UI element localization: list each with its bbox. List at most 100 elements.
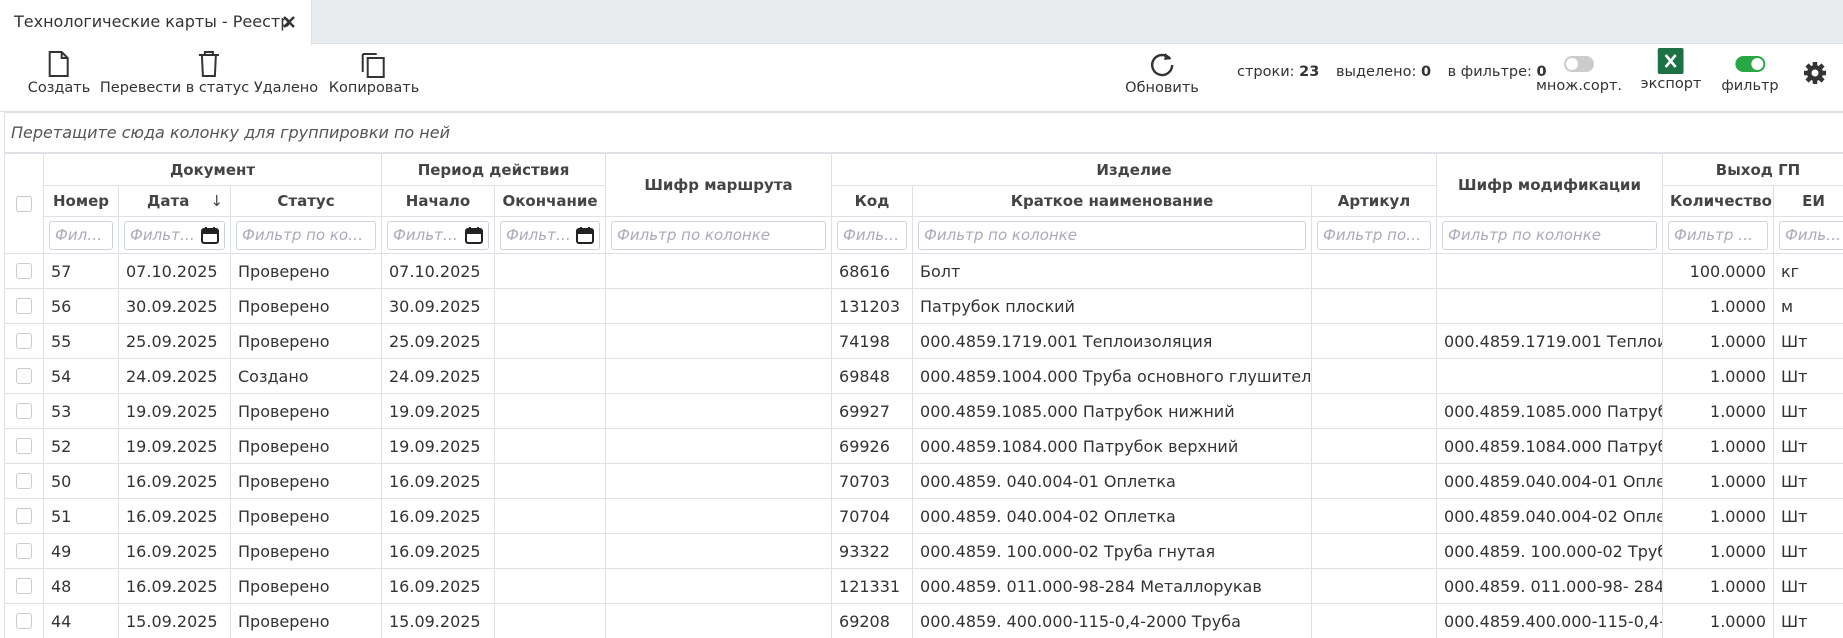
settings-icon[interactable] bbox=[1802, 60, 1828, 86]
cell: 44 bbox=[43, 603, 119, 638]
cell: Шт bbox=[1773, 498, 1843, 534]
filter-input[interactable]: Фильтр по колонке bbox=[1442, 220, 1658, 250]
cell: 000.4859.400.000-115-0,4-2 bbox=[1436, 603, 1664, 638]
cell: 1.0000 bbox=[1662, 393, 1775, 429]
copy-button[interactable]: Копировать bbox=[329, 44, 419, 110]
refresh-button[interactable]: Обновить bbox=[1125, 44, 1199, 110]
filter-input[interactable]: Фильтр по колонке bbox=[1317, 220, 1432, 250]
tab[interactable]: Технологические карты - Реестр bbox=[0, 0, 312, 45]
calendar-icon[interactable] bbox=[576, 226, 595, 244]
column-header[interactable]: Артикул bbox=[1311, 185, 1438, 217]
filter-placeholder: Фильтр по колонке bbox=[1785, 225, 1843, 244]
column-header[interactable]: Количество bbox=[1662, 185, 1775, 217]
icon bbox=[48, 51, 69, 77]
cell bbox=[1436, 253, 1664, 289]
checkbox[interactable] bbox=[16, 195, 32, 212]
row[interactable]: 57 07.10.2025 Проверено 07.10.2025 68616 Болт… bbox=[4, 253, 1843, 289]
select-cell bbox=[4, 253, 44, 289]
cell: 07.10.2025 bbox=[381, 253, 495, 289]
cell: Проверено bbox=[230, 253, 382, 289]
checkbox[interactable] bbox=[16, 578, 32, 594]
cell bbox=[1311, 288, 1438, 324]
checkbox[interactable] bbox=[16, 473, 32, 489]
cell: м bbox=[1773, 288, 1843, 324]
cell bbox=[605, 498, 833, 534]
filter-input[interactable]: Фильтр по колонке bbox=[124, 220, 225, 250]
filter-input[interactable]: Фильтр по колонке bbox=[49, 220, 113, 250]
cell: 74198 bbox=[831, 323, 914, 359]
group-panel: Перетащите сюда колонку для группировки … bbox=[4, 112, 1843, 153]
filter-input[interactable]: Фильтр по колонке bbox=[611, 220, 827, 250]
cell: Шт bbox=[1773, 568, 1843, 604]
cell bbox=[493, 568, 607, 604]
column-header[interactable]: Краткое наименование bbox=[912, 185, 1313, 217]
checkbox[interactable] bbox=[16, 263, 32, 279]
filter-input[interactable]: Фильтр по колонке bbox=[918, 220, 1307, 250]
column-header[interactable]: Окончание bbox=[493, 185, 607, 217]
column-header[interactable]: Номер bbox=[43, 185, 119, 217]
cell: 000.4859. 400.000-115-0,4-2000 Труба bbox=[912, 603, 1313, 638]
filter-toggle[interactable]: фильтр bbox=[1721, 44, 1779, 110]
column-label: ЕИ bbox=[1802, 192, 1825, 210]
cell: 93322 bbox=[831, 533, 914, 569]
cell: 69926 bbox=[831, 428, 914, 464]
cell: 000.4859. 100.000-02 Труба гнутая bbox=[912, 533, 1313, 569]
filter-placeholder: Фильтр по колонке bbox=[242, 225, 370, 244]
multisort-toggle[interactable]: множ.сорт. bbox=[1536, 44, 1622, 110]
column-header[interactable]: ЕИ bbox=[1773, 185, 1843, 217]
row[interactable]: 54 24.09.2025 Создано 24.09.2025 69848 000.48… bbox=[4, 358, 1843, 394]
cell bbox=[1311, 428, 1438, 464]
close-icon[interactable] bbox=[282, 15, 296, 29]
checkbox[interactable] bbox=[16, 298, 32, 314]
filter-input[interactable]: Фильтр по колонке bbox=[837, 220, 908, 250]
export-button[interactable]: экспорт bbox=[1641, 44, 1701, 110]
calendar-icon[interactable] bbox=[201, 226, 219, 244]
row[interactable]: 52 19.09.2025 Проверено 19.09.2025 69926 000.… bbox=[4, 428, 1843, 464]
cell bbox=[493, 288, 607, 324]
row[interactable]: 50 16.09.2025 Проверено 16.09.2025 70703 000.… bbox=[4, 463, 1843, 499]
delete-status-button[interactable]: Перевести в статус Удалено bbox=[100, 44, 318, 110]
row[interactable]: 53 19.09.2025 Проверено 19.09.2025 69927 000.… bbox=[4, 393, 1843, 429]
cell: 15.09.2025 bbox=[118, 603, 231, 638]
checkbox[interactable] bbox=[16, 508, 32, 524]
column-label: Количество bbox=[1670, 192, 1772, 210]
checkbox[interactable] bbox=[16, 613, 32, 629]
column-header[interactable]: Начало bbox=[381, 185, 495, 217]
cell bbox=[1311, 393, 1438, 429]
filter-input[interactable]: Фильтр по колонке bbox=[1779, 220, 1843, 250]
checkbox[interactable] bbox=[16, 438, 32, 454]
cell bbox=[605, 568, 833, 604]
column-header[interactable]: Шифр модификации bbox=[1436, 153, 1664, 217]
create-button[interactable]: Создать bbox=[28, 44, 90, 110]
cell: 48 bbox=[43, 568, 119, 604]
filter-input[interactable]: Фильтр по колонке bbox=[1668, 220, 1769, 250]
select-cell bbox=[4, 393, 44, 429]
checkbox[interactable] bbox=[16, 403, 32, 419]
checkbox[interactable] bbox=[16, 368, 32, 384]
row[interactable]: 44 15.09.2025 Проверено 15.09.2025 69208 000.… bbox=[4, 603, 1843, 638]
filter-input[interactable]: Фильтр по колонке bbox=[500, 220, 601, 250]
filter-placeholder: Фильтр по колонке bbox=[55, 225, 107, 244]
cell: 16.09.2025 bbox=[381, 533, 495, 569]
column-label: Шифр маршрута bbox=[644, 176, 793, 194]
row[interactable]: 56 30.09.2025 Проверено 30.09.2025 131203 Пат… bbox=[4, 288, 1843, 324]
column-header[interactable]: Шифр маршрута bbox=[605, 153, 833, 217]
cell: 000.4859. 040.004-02 Оплетка bbox=[912, 498, 1313, 534]
column-header[interactable]: Дата ↓ bbox=[118, 185, 231, 217]
filter-placeholder: Фильтр по колонке bbox=[506, 225, 576, 244]
cell bbox=[493, 358, 607, 394]
row[interactable]: 49 16.09.2025 Проверено 16.09.2025 93322 000.… bbox=[4, 533, 1843, 569]
row[interactable]: 51 16.09.2025 Проверено 16.09.2025 70704 000.… bbox=[4, 498, 1843, 534]
cell: 19.09.2025 bbox=[118, 393, 231, 429]
filter-cell: Фильтр по колонке bbox=[118, 216, 231, 254]
checkbox[interactable] bbox=[16, 543, 32, 559]
row[interactable]: 48 16.09.2025 Проверено 16.09.2025 121331 000… bbox=[4, 568, 1843, 604]
column-header[interactable]: Статус bbox=[230, 185, 382, 217]
checkbox[interactable] bbox=[16, 333, 32, 349]
filter-input[interactable]: Фильтр по колонке bbox=[387, 220, 489, 250]
filter-cell: Фильтр по колонке bbox=[1436, 216, 1664, 254]
column-header[interactable]: Код bbox=[831, 185, 914, 217]
calendar-icon[interactable] bbox=[465, 226, 483, 244]
filter-input[interactable]: Фильтр по колонке bbox=[236, 220, 376, 250]
row[interactable]: 55 25.09.2025 Проверено 25.09.2025 74198 000.… bbox=[4, 323, 1843, 359]
